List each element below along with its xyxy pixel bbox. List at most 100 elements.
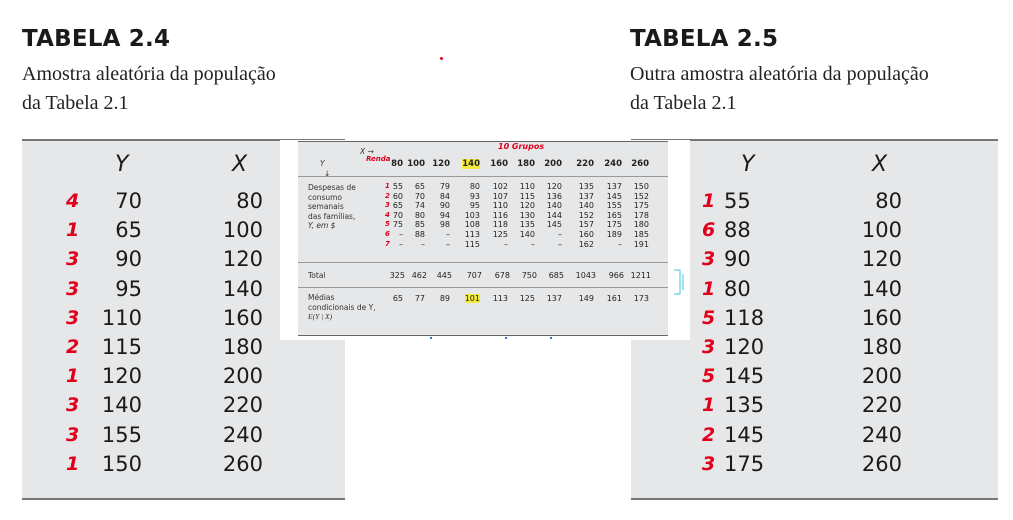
left-cell-x: 200: [222, 364, 263, 389]
total-label: Total: [308, 271, 326, 280]
right-cell-y: 80: [724, 276, 751, 301]
total-cell: 678: [494, 271, 510, 280]
left-cell-y: 95: [115, 276, 142, 301]
grid-cell: 135: [578, 182, 594, 191]
medias-separator: [298, 287, 668, 288]
right-row-mark: 5: [702, 365, 716, 388]
left-row-mark: 3: [66, 306, 80, 329]
grid-cell: 162: [578, 239, 594, 249]
row-mark: 2: [385, 191, 390, 200]
x-header-cell: 260: [631, 159, 649, 169]
x-header-cell: 200: [544, 159, 562, 169]
grid-cell: 95: [469, 201, 480, 211]
blue-tick-3: [550, 337, 552, 339]
grid-cell: 93: [469, 191, 480, 201]
header-separator: [298, 176, 668, 177]
grid-cell: 113: [464, 230, 480, 239]
grid-cell: 191: [633, 239, 649, 249]
mean-cell: 89: [439, 294, 450, 303]
grid-cell: 185: [633, 230, 649, 239]
grid-cell: 103: [464, 210, 480, 220]
left-row-mark: 1: [66, 219, 80, 242]
left-cell-y: 65: [115, 218, 142, 243]
grid-cell: –: [558, 230, 562, 239]
grid-cell: 80: [469, 182, 480, 191]
mean-cell: 77: [414, 294, 425, 303]
x-header-cell: 160: [490, 159, 508, 169]
red-dot-mark: [440, 57, 443, 60]
corner-y-label: Y: [320, 159, 325, 168]
x-header-cell: 140: [462, 159, 480, 169]
right-row-mark: 3: [702, 248, 716, 271]
corner-down-arrow: ↓: [324, 169, 331, 178]
left-row-mark: 3: [66, 248, 80, 271]
mean-cell: 125: [519, 294, 535, 303]
grid-cell: 125: [492, 230, 508, 239]
right-row-mark: 1: [702, 394, 716, 417]
right-cell-x: 120: [861, 247, 902, 272]
grid-cell: –: [421, 239, 425, 249]
x-header-cell: 120: [432, 159, 450, 169]
right-cell-x: 160: [861, 305, 902, 330]
grid-cell: 144: [546, 210, 562, 220]
grid-cell: 88: [414, 230, 425, 239]
left-cell-y: 70: [115, 189, 142, 213]
annotation-10-grupos: 10 Grupos: [498, 142, 545, 151]
total-cell: 707: [466, 271, 482, 280]
grid-cell: 152: [578, 210, 594, 220]
grid-cell: 110: [492, 201, 508, 211]
left-cell-x: 180: [222, 335, 263, 359]
grid-cell: 165: [606, 210, 622, 220]
right-cell-y: 145: [724, 422, 765, 447]
grid-cell: –: [399, 230, 403, 239]
grid-cell: –: [446, 239, 450, 249]
row-mark: 5: [385, 220, 390, 229]
total-cell: 750: [521, 271, 537, 280]
x-header-cell: 220: [576, 159, 594, 169]
x-header-cell: 240: [604, 159, 622, 169]
grid-cell: 94: [439, 210, 450, 220]
grid-cell: 80: [414, 210, 425, 220]
right-table-panel: [631, 139, 998, 500]
left-cell-y: 120: [101, 364, 142, 389]
grid-cell: –: [399, 239, 403, 249]
right-row-mark: 5: [702, 306, 716, 329]
left-row-mark: 3: [66, 277, 80, 300]
grid-cell: –: [504, 239, 508, 249]
grid-cell: 150: [633, 182, 649, 191]
grid-cell: 155: [606, 201, 622, 211]
right-cell-y: 90: [724, 247, 751, 272]
left-header-y: Y: [115, 152, 129, 177]
left-table-subtitle-line1: Amostra aleatória da população: [22, 63, 276, 85]
total-cell: 1211: [630, 271, 651, 280]
total-separator: [298, 262, 668, 263]
grid-cell: 55: [392, 182, 403, 191]
right-cell-x: 140: [861, 276, 902, 301]
left-table-title: TABELA 2.4: [22, 26, 171, 52]
right-cell-x: 240: [861, 422, 902, 447]
total-cell: 462: [411, 271, 427, 280]
grid-cell: 140: [578, 201, 594, 211]
x-header-cell: 180: [517, 159, 535, 169]
grid-cell: 116: [492, 210, 508, 220]
label-consumo: Despesas de consumo semanais das família…: [308, 183, 356, 230]
right-table-subtitle-line2: da Tabela 2.1: [630, 92, 737, 114]
grid-cell: 140: [546, 201, 562, 211]
left-cell-x: 220: [222, 393, 263, 418]
left-cell-x: 260: [222, 451, 263, 476]
grid-cell: 84: [439, 191, 450, 201]
right-row-mark: 3: [702, 452, 716, 475]
row-mark: 1: [385, 182, 390, 190]
left-row-mark: 4: [66, 190, 80, 212]
left-cell-y: 90: [115, 247, 142, 272]
right-row-mark: 6: [702, 219, 716, 242]
grid-cell: 79: [439, 182, 450, 191]
mean-cell: 65: [392, 294, 403, 303]
mean-cell: 113: [492, 294, 508, 303]
grid-cell: –: [618, 239, 622, 249]
grid-cell: 120: [519, 201, 535, 211]
right-table-subtitle-line1: Outra amostra aleatória da população: [630, 63, 929, 85]
right-row-mark: 3: [702, 336, 716, 358]
grid-cell: 115: [519, 191, 535, 201]
left-cell-x: 120: [222, 247, 263, 272]
